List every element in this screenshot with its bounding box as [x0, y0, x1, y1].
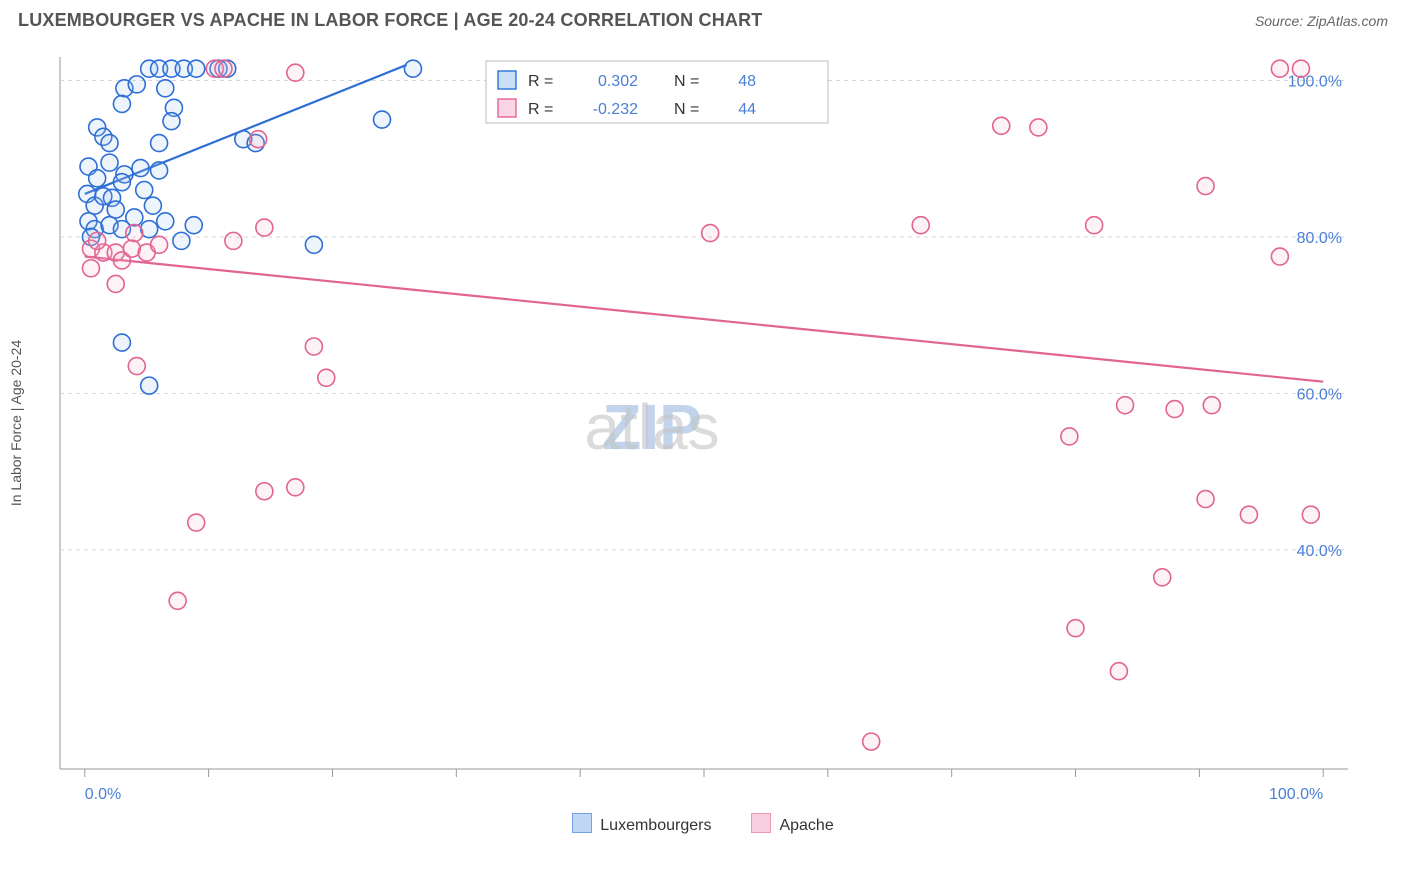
data-point	[1197, 491, 1214, 508]
legend-r-value: -0.232	[593, 101, 638, 118]
svg-text:atlas: atlas	[584, 391, 719, 463]
data-point	[404, 60, 421, 77]
data-point	[113, 334, 130, 351]
bottom-legend-item: Luxembourgers	[572, 813, 711, 835]
data-point	[169, 592, 186, 609]
data-point	[113, 174, 130, 191]
legend-label: Luxembourgers	[600, 817, 711, 834]
data-point	[1203, 397, 1220, 414]
data-point	[107, 275, 124, 292]
data-point	[128, 358, 145, 375]
y-axis-label: In Labor Force | Age 20-24	[8, 340, 24, 506]
data-point	[101, 135, 118, 152]
data-point	[89, 170, 106, 187]
source-name: ZipAtlas.com	[1307, 13, 1388, 29]
data-point	[1117, 397, 1134, 414]
scatter-chart: 40.0%60.0%80.0%100.0%0.0%100.0%ZIPatlasR…	[38, 39, 1388, 807]
y-tick-label: 40.0%	[1297, 543, 1342, 560]
legend-n-label: N =	[674, 73, 699, 90]
data-point	[1061, 428, 1078, 445]
data-point	[287, 479, 304, 496]
watermark: ZIPatlas	[584, 391, 719, 463]
data-point	[101, 154, 118, 171]
data-point	[151, 236, 168, 253]
legend-r-value: 0.302	[598, 73, 638, 90]
data-point	[185, 217, 202, 234]
data-point	[1154, 569, 1171, 586]
bottom-legend: Luxembourgers Apache	[0, 813, 1406, 835]
bottom-legend-item: Apache	[751, 813, 833, 835]
data-point	[82, 260, 99, 277]
data-point	[305, 338, 322, 355]
data-point	[993, 117, 1010, 134]
data-point	[128, 76, 145, 93]
data-point	[1292, 60, 1309, 77]
legend-r-label: R =	[528, 73, 553, 90]
data-point	[374, 111, 391, 128]
data-point	[141, 377, 158, 394]
legend-swatch	[498, 71, 516, 89]
legend-swatch	[572, 813, 592, 833]
data-point	[256, 219, 273, 236]
data-point	[1166, 401, 1183, 418]
data-point	[250, 131, 267, 148]
data-point	[132, 160, 149, 177]
y-tick-label: 80.0%	[1297, 230, 1342, 247]
data-point	[126, 225, 143, 242]
data-point	[89, 232, 106, 249]
data-point	[863, 733, 880, 750]
data-point	[157, 213, 174, 230]
trend-line-apache	[85, 257, 1323, 382]
data-point	[318, 369, 335, 386]
data-point	[287, 64, 304, 81]
data-point	[136, 182, 153, 199]
chart-header: LUXEMBOURGER VS APACHE IN LABOR FORCE | …	[0, 0, 1406, 39]
y-tick-label: 60.0%	[1297, 386, 1342, 403]
data-point	[188, 60, 205, 77]
data-point	[144, 197, 161, 214]
x-tick-label: 0.0%	[85, 786, 121, 803]
data-point	[173, 232, 190, 249]
data-point	[151, 162, 168, 179]
data-point	[113, 95, 130, 112]
data-point	[1086, 217, 1103, 234]
data-point	[188, 514, 205, 531]
data-point	[151, 135, 168, 152]
source-prefix: Source:	[1255, 13, 1307, 29]
data-point	[1067, 620, 1084, 637]
legend-n-value: 44	[738, 101, 756, 118]
x-tick-label: 100.0%	[1269, 786, 1323, 803]
source-attribution: Source: ZipAtlas.com	[1255, 13, 1388, 29]
data-point	[1271, 248, 1288, 265]
data-point	[256, 483, 273, 500]
data-point	[107, 201, 124, 218]
data-point	[1271, 60, 1288, 77]
data-point	[163, 113, 180, 130]
data-point	[1030, 119, 1047, 136]
data-point	[912, 217, 929, 234]
data-point	[225, 232, 242, 249]
data-point	[702, 225, 719, 242]
legend-n-value: 48	[738, 73, 756, 90]
data-point	[1302, 506, 1319, 523]
data-point	[1197, 178, 1214, 195]
data-point	[157, 80, 174, 97]
chart-area: In Labor Force | Age 20-24 40.0%60.0%80.…	[38, 39, 1388, 807]
legend-n-label: N =	[674, 101, 699, 118]
chart-title: LUXEMBOURGER VS APACHE IN LABOR FORCE | …	[18, 10, 762, 31]
data-point	[1110, 663, 1127, 680]
legend-r-label: R =	[528, 101, 553, 118]
legend-swatch	[751, 813, 771, 833]
data-point	[126, 209, 143, 226]
legend-label: Apache	[779, 817, 833, 834]
data-point	[305, 236, 322, 253]
data-point	[1240, 506, 1257, 523]
legend-swatch	[498, 99, 516, 117]
data-point	[215, 60, 232, 77]
